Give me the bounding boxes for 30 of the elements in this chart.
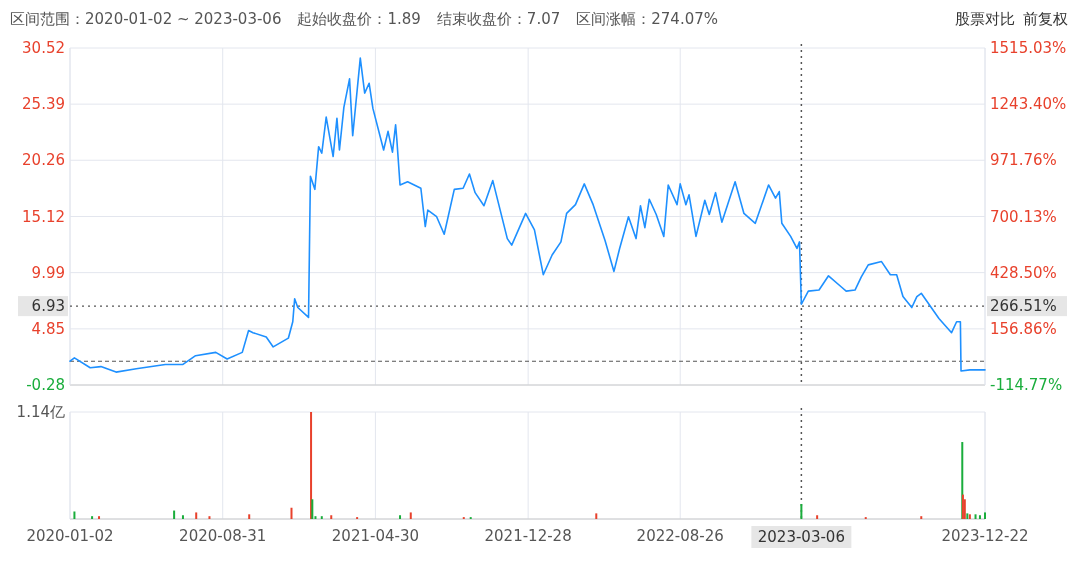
annotation: 266.51% xyxy=(990,297,1057,316)
ref-line-label: 2023-03-06 xyxy=(757,528,845,546)
y-tick-label: 15.12 xyxy=(22,207,65,226)
y-tick-label: 30.52 xyxy=(22,39,65,57)
y2-tick-label: 1515.03% xyxy=(990,39,1067,57)
y2-tick-label: 156.86% xyxy=(990,319,1057,338)
y-tick-label: 1.14亿 xyxy=(16,403,65,421)
y2-tick-label: 1243.40% xyxy=(990,95,1067,114)
y2-tick-label: -114.77% xyxy=(990,376,1063,394)
y-tick-label: 20.26 xyxy=(22,151,65,170)
text: 起始收盘价：1.89 xyxy=(297,10,421,28)
text: 前复权 xyxy=(1023,10,1068,28)
y-tick-label: 25.39 xyxy=(22,95,65,114)
y2-tick-label: 971.76% xyxy=(990,151,1057,170)
x-tick-label: 2023-12-22 xyxy=(941,527,1029,545)
x-tick-label: 2021-12-28 xyxy=(484,527,572,545)
y2-tick-label: 700.13% xyxy=(990,207,1057,226)
y-tick-label: -0.28 xyxy=(26,376,65,394)
text: 结束收盘价：7.07 xyxy=(436,10,561,28)
x-tick-label: 2022-08-26 xyxy=(636,527,724,545)
ref-line-label: 6.93 xyxy=(31,297,65,316)
text: 区间范围：2020-01-02 ~ 2023-03-06 xyxy=(10,10,282,28)
x-tick-label: 2020-08-31 xyxy=(179,527,267,545)
y-tick-label: 9.99 xyxy=(31,263,65,282)
text: 股票对比 xyxy=(955,10,1015,28)
y2-tick-label: 428.50% xyxy=(990,263,1057,282)
x-tick-label: 2020-01-02 xyxy=(26,527,114,545)
x-tick-label: 2021-04-30 xyxy=(331,527,420,545)
y-tick-label: 4.85 xyxy=(31,319,65,338)
text: 区间涨幅：274.07% xyxy=(576,10,719,28)
